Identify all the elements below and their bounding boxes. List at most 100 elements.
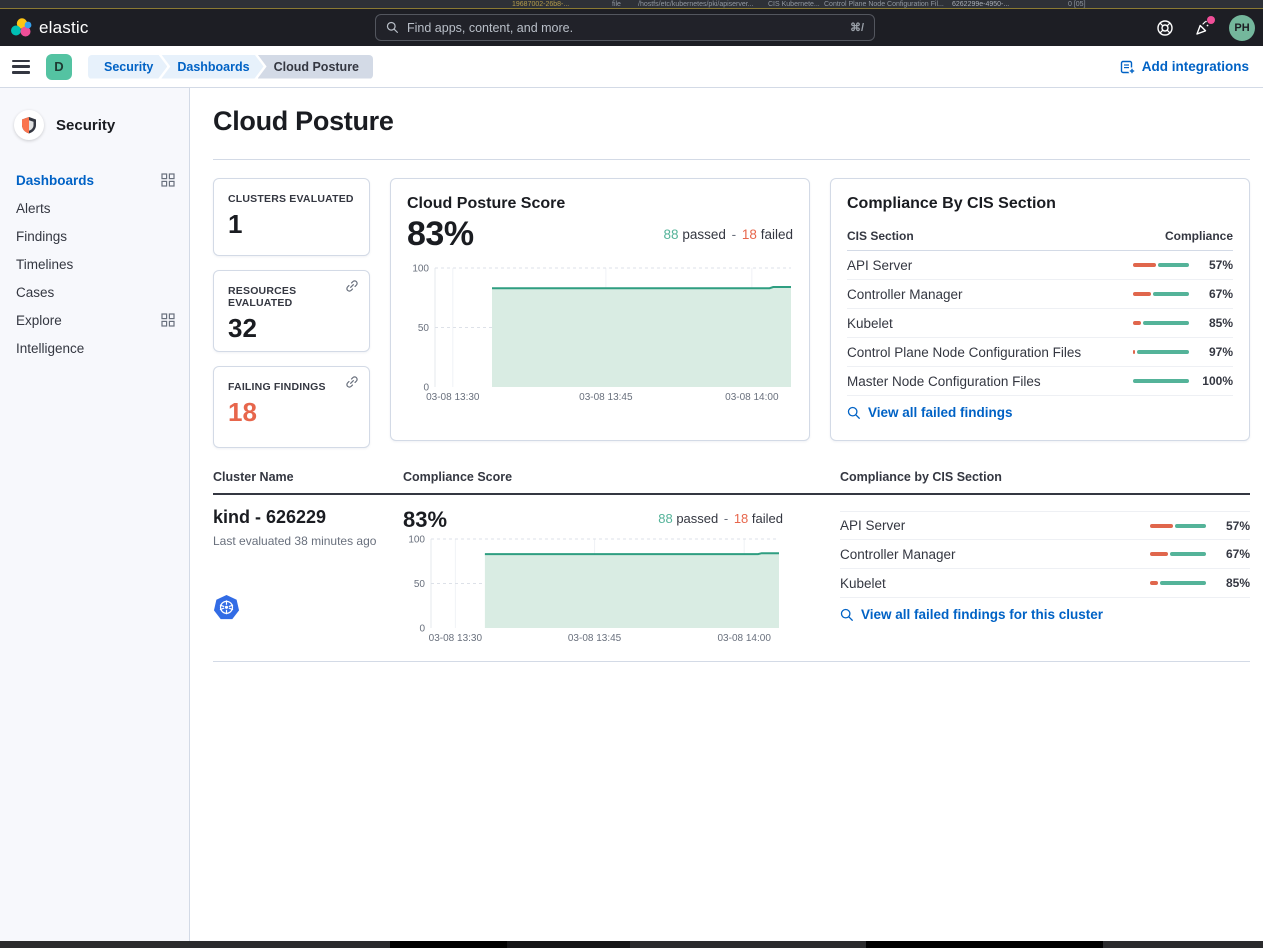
- svg-text:03-08 14:00: 03-08 14:00: [725, 392, 779, 403]
- table-row: Kubelet 85%: [847, 309, 1233, 338]
- svg-text:03-08 13:45: 03-08 13:45: [579, 392, 633, 403]
- cluster-score-row: 83% 88 passed - 18 failed: [403, 507, 783, 533]
- view-failed-findings-cluster-link[interactable]: View all failed findings for this cluste…: [840, 607, 1250, 622]
- clusters-evaluated-card: CLUSTERS EVALUATED 1: [213, 178, 370, 256]
- benchmarks-section: Cluster Name Compliance Score Compliance…: [213, 470, 1250, 662]
- cluster-score-value: 83%: [403, 507, 448, 532]
- elastic-logo[interactable]: elastic: [0, 17, 190, 39]
- svg-text:03-08 13:30: 03-08 13:30: [426, 392, 480, 403]
- help-lifebuoy-icon[interactable]: [1153, 16, 1177, 40]
- view-all-failed-findings-link[interactable]: View all failed findings: [847, 405, 1233, 420]
- compliance-meter: [1133, 321, 1189, 325]
- stat-value: 18: [228, 397, 257, 427]
- sidebar-item-dashboards[interactable]: Dashboards: [0, 166, 189, 194]
- dashboards-app-badge[interactable]: D: [46, 53, 72, 80]
- failing-findings-card: FAILING FINDINGS 18: [213, 366, 370, 448]
- score-card-title: Cloud Posture Score: [407, 195, 566, 212]
- cis-table-header: CIS Section Compliance: [847, 225, 1233, 251]
- cluster-passed-failed: 88 passed - 18 failed: [658, 511, 783, 526]
- bottom-dock-strip: [0, 941, 1263, 948]
- search-input[interactable]: [407, 20, 842, 35]
- compliance-meter: [1150, 581, 1206, 585]
- link-icon[interactable]: [345, 279, 359, 293]
- header-actions: PH: [1153, 9, 1255, 46]
- strip-fragment: 6262299e-4950-...: [952, 1, 1010, 8]
- table-row: Kubelet 85%: [840, 569, 1250, 598]
- menu-hamburger-icon[interactable]: [12, 59, 30, 74]
- col-cis-section: CIS Section: [847, 229, 914, 243]
- compliance-meter: [1150, 552, 1206, 556]
- breadcrumb-dashboards[interactable]: Dashboards: [161, 55, 263, 79]
- cluster-name: kind - 626229: [213, 507, 327, 527]
- svg-text:03-08 14:00: 03-08 14:00: [718, 633, 772, 644]
- sidebar-item-findings[interactable]: Findings: [16, 228, 68, 244]
- col-compliance: Compliance: [1164, 229, 1233, 243]
- cloud-posture-score-card: Cloud Posture Score 83% 88 passed - 18 f…: [390, 178, 810, 441]
- background-window-strip: 19687002-26b8-... file /hostfs/etc/kuber…: [0, 0, 1263, 9]
- breadcrumb-bar: D Security Dashboards Cloud Posture Add …: [0, 46, 1263, 88]
- notification-dot: [1207, 15, 1215, 24]
- strip-fragment: 19687002-26b8-...: [512, 1, 570, 8]
- add-integrations-button[interactable]: Add integrations: [1120, 59, 1249, 75]
- magnifier-icon: [840, 608, 853, 621]
- search-shortcut-hint: ⌘/: [849, 22, 864, 34]
- global-search[interactable]: ⌘/: [375, 14, 875, 41]
- sidebar-nav: Dashboards Alerts Findings Timelines Cas…: [0, 166, 189, 362]
- cis-table: CIS Section Compliance API Server 57% Co…: [847, 225, 1233, 396]
- benchmarks-divider: [213, 493, 1250, 495]
- summary-section: CLUSTERS EVALUATED 1 RESOURCES EVALUATED…: [213, 178, 1250, 448]
- sidebar-item-cases[interactable]: Cases: [16, 284, 55, 300]
- table-row: Control Plane Node Configuration Files 9…: [847, 338, 1233, 367]
- sidebar-item-intelligence[interactable]: Intelligence: [16, 340, 85, 356]
- link-icon[interactable]: [345, 375, 359, 389]
- compliance-meter: [1133, 263, 1189, 267]
- strip-fragment: /hostfs/etc/kubernetes/pki/apiserver...: [638, 1, 754, 8]
- stat-value: 1: [228, 209, 243, 239]
- sidebar-title: Security: [56, 116, 116, 134]
- svg-text:03-08 13:30: 03-08 13:30: [429, 633, 483, 644]
- elastic-logo-icon: [11, 17, 32, 36]
- apps-grid-icon[interactable]: [161, 313, 175, 327]
- table-row: API Server 57%: [840, 511, 1250, 540]
- compliance-meter: [1133, 379, 1189, 383]
- strip-fragment: 0 [05]: [1068, 1, 1086, 8]
- compliance-meter: [1133, 292, 1189, 296]
- add-integrations-icon: [1120, 60, 1136, 75]
- breadcrumb-cloud-posture: Cloud Posture: [257, 54, 374, 79]
- app-header: elastic ⌘/: [0, 9, 1263, 46]
- stat-label: CLUSTERS EVALUATED: [228, 193, 354, 205]
- whats-new-icon[interactable]: [1191, 15, 1215, 40]
- table-row: Master Node Configuration Files 100%: [847, 367, 1233, 396]
- table-row: Controller Manager 67%: [847, 280, 1233, 309]
- brand-name: elastic: [39, 17, 89, 37]
- sidebar-item-timelines[interactable]: Timelines: [16, 256, 74, 272]
- kubernetes-icon: [213, 594, 403, 626]
- sidebar-item-explore[interactable]: Explore: [0, 306, 189, 334]
- compliance-meter: [1150, 523, 1206, 528]
- passed-failed-summary: 88 passed - 18 failed: [663, 227, 793, 242]
- stat-cards: CLUSTERS EVALUATED 1 RESOURCES EVALUATED…: [213, 178, 370, 448]
- cluster-last-evaluated: Last evaluated 38 minutes ago: [213, 534, 377, 548]
- cluster-score-trend-chart: 0 50 100 03-08 13:30 03-08 13:45 03-08 14:00: [403, 533, 783, 645]
- strip-fragment: Control Plane Node Configuration Fil...: [824, 1, 944, 8]
- posture-score-trend-chart: 0 50 100 03-08 13:30 03-08 13:45 03-08 14:00: [407, 262, 795, 404]
- strip-fragment: file: [612, 1, 621, 8]
- cluster-cis-list: API Server 57% Controller Manager 67% Ku…: [840, 507, 1250, 645]
- col-compliance-score: Compliance Score: [403, 470, 513, 484]
- svg-text:50: 50: [418, 323, 430, 334]
- svg-text:03-08 13:45: 03-08 13:45: [568, 633, 622, 644]
- svg-text:100: 100: [408, 535, 425, 546]
- title-divider: [213, 159, 1250, 160]
- breadcrumb-security[interactable]: Security: [88, 55, 167, 79]
- user-avatar[interactable]: PH: [1229, 14, 1255, 41]
- resources-evaluated-card: RESOURCES EVALUATED 32: [213, 270, 370, 352]
- page-title: Cloud Posture: [213, 106, 394, 136]
- sidebar-item-alerts[interactable]: Alerts: [16, 200, 51, 216]
- strip-fragment: CIS Kubernete...: [768, 1, 820, 8]
- cis-card-title: Compliance By CIS Section: [847, 195, 1056, 212]
- stat-label: RESOURCES EVALUATED: [228, 285, 297, 309]
- score-row: 83% 88 passed - 18 failed: [407, 215, 793, 254]
- apps-grid-icon[interactable]: [161, 173, 175, 187]
- add-integrations-label: Add integrations: [1141, 59, 1249, 74]
